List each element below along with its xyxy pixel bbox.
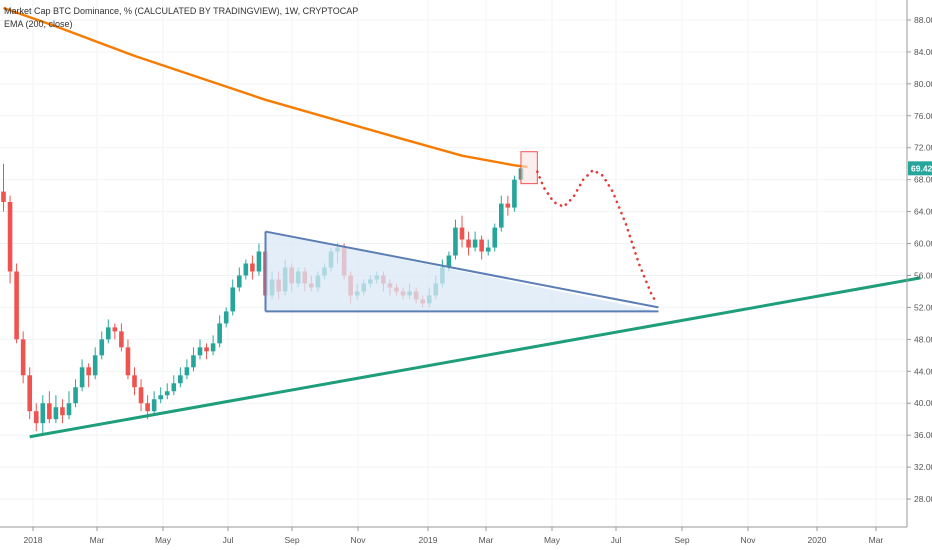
x-tick-label: 2019 xyxy=(419,535,438,545)
candle-body xyxy=(151,399,157,412)
x-tick-label: Mar xyxy=(869,535,884,545)
candle-body xyxy=(158,395,163,400)
candle-body xyxy=(125,347,131,376)
candle-body xyxy=(237,275,242,288)
x-tick-label: Nov xyxy=(740,535,756,545)
candle-body xyxy=(40,403,46,424)
highlight-box xyxy=(520,151,538,185)
candle-body xyxy=(99,339,105,356)
candle-body xyxy=(204,347,209,352)
candle-body xyxy=(47,403,52,420)
candle-body xyxy=(512,179,517,208)
x-tick-label: Jul xyxy=(611,535,622,545)
candle-body xyxy=(217,323,222,344)
candle-body xyxy=(472,239,478,248)
x-tick-label: Mar xyxy=(90,535,105,545)
x-tick-label: Mar xyxy=(479,535,494,545)
candle-body xyxy=(499,203,504,228)
x-axis: 2018 Mar May Jul Sep Nov 2019 Mar May Jul Sep Nov 20… xyxy=(0,526,907,545)
x-tick-label: May xyxy=(544,535,561,545)
y-tick-label: 68.00 xyxy=(914,175,932,185)
candle-body xyxy=(184,367,190,376)
y-tick-label: 64.00 xyxy=(914,207,932,217)
candle-body xyxy=(119,331,124,348)
legend-indicator: EMA (200, close) xyxy=(4,19,73,29)
candle-body xyxy=(20,339,26,376)
candle-body xyxy=(164,391,170,396)
price-label: 69.42 xyxy=(911,163,932,173)
candle-body xyxy=(250,263,255,272)
candle-body xyxy=(446,255,452,268)
candle-body xyxy=(230,287,236,312)
candle-body xyxy=(459,227,465,240)
candle-body xyxy=(191,355,196,368)
y-tick-label: 52.00 xyxy=(914,302,932,312)
candle-body xyxy=(256,251,262,272)
candle-body xyxy=(485,247,491,252)
x-tick-label: Sep xyxy=(674,535,689,545)
legend: Market Cap BTC Dominance, % (CALCULATED … xyxy=(4,5,358,31)
y-tick-label: 48.00 xyxy=(914,334,932,344)
y-tick-label: 72.00 xyxy=(914,143,932,153)
grid xyxy=(0,0,907,527)
candle-body xyxy=(112,327,118,332)
y-tick-label: 36.00 xyxy=(914,430,932,440)
candle-body xyxy=(92,355,98,376)
triangle-upper-edge xyxy=(265,230,659,309)
y-axis: 88.00 84.00 80.00 76.00 72.00 68.00 64.00 60.00… xyxy=(906,0,932,527)
projection-path xyxy=(536,168,659,305)
y-tick-label: 76.00 xyxy=(914,111,932,121)
candle-body xyxy=(138,387,144,404)
y-tick-label: 40.00 xyxy=(914,398,932,408)
candle-body xyxy=(106,327,111,340)
candle-body xyxy=(178,375,183,384)
x-tick-label: Nov xyxy=(350,535,366,545)
y-tick-label: 28.00 xyxy=(914,494,932,504)
y-tick-label: 44.00 xyxy=(914,366,932,376)
candle-body xyxy=(73,387,78,404)
candle-body xyxy=(466,239,471,248)
candle-body xyxy=(223,311,229,324)
candle-body xyxy=(66,403,72,416)
candle-body xyxy=(27,375,32,412)
legend-title: Market Cap BTC Dominance, % (CALCULATED … xyxy=(4,6,359,16)
x-tick-label: Jul xyxy=(223,535,234,545)
candle-body xyxy=(210,343,216,352)
candle-body xyxy=(197,347,203,356)
candle-body xyxy=(7,202,13,272)
ema-line xyxy=(3,6,528,169)
price-badge xyxy=(908,161,932,176)
candle-body xyxy=(132,375,137,388)
candle-body xyxy=(86,367,91,376)
candle-body xyxy=(453,227,458,256)
y-tick-label: 60.00 xyxy=(914,239,932,249)
candle-body xyxy=(492,227,498,248)
candle-body xyxy=(14,271,19,340)
y-tick-label: 56.00 xyxy=(914,270,932,280)
candle-body xyxy=(479,239,484,252)
y-tick-label: 84.00 xyxy=(914,47,932,57)
candle-body xyxy=(145,403,150,412)
x-tick-label: 2020 xyxy=(808,535,827,545)
x-tick-label: May xyxy=(155,535,172,545)
x-tick-label: Sep xyxy=(284,535,299,545)
candle-body xyxy=(60,407,65,416)
y-tick-label: 80.00 xyxy=(914,79,932,89)
overlays xyxy=(3,6,921,439)
candle-body xyxy=(243,263,249,276)
candle-body xyxy=(33,411,39,424)
y-tick-label: 88.00 xyxy=(914,15,932,25)
candle-body xyxy=(53,407,59,420)
support-trendline xyxy=(29,276,921,439)
candle-body xyxy=(171,383,177,392)
candle-body xyxy=(79,367,85,388)
candle-body xyxy=(1,191,6,203)
x-tick-label: 2018 xyxy=(24,535,43,545)
candle-body xyxy=(505,203,511,208)
y-tick-label: 32.00 xyxy=(914,462,932,472)
